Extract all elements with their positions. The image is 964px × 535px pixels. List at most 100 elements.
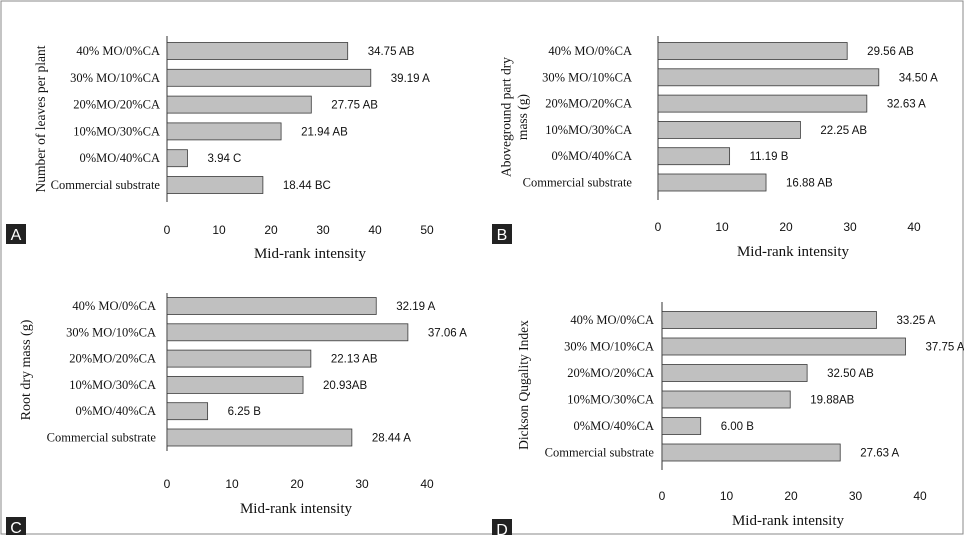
data-label: 11.19 B bbox=[750, 151, 789, 163]
bar bbox=[166, 402, 209, 421]
panel-label-text: A bbox=[11, 227, 22, 244]
category-label: 40% MO/0%CA bbox=[72, 299, 156, 313]
category-label: Commercial substrate bbox=[51, 178, 161, 192]
category-label: 0%MO/40%CA bbox=[79, 151, 160, 165]
data-label: 6.25 B bbox=[228, 406, 262, 418]
chart-panel-a: 40% MO/0%CA 34.75 AB 30% MO/10%CA 39.19 A 20… bbox=[6, 36, 434, 262]
data-label: 32.63 A bbox=[887, 99, 926, 111]
x-axis-label: Mid-rank intensity bbox=[254, 246, 367, 262]
panel-label-box bbox=[492, 224, 512, 244]
bar bbox=[166, 323, 409, 342]
category-label: Commercial substrate bbox=[47, 431, 157, 445]
data-label: 6.00 B bbox=[721, 421, 755, 433]
category-label: 40% MO/0%CA bbox=[570, 313, 654, 327]
panel-label: C bbox=[6, 517, 26, 535]
data-label: 28.44 A bbox=[372, 433, 411, 445]
bar bbox=[657, 173, 767, 192]
data-label: 16.88 AB bbox=[786, 178, 833, 190]
x-axis-label: Mid-rank intensity bbox=[732, 513, 845, 529]
data-label: 37.75 A bbox=[925, 342, 964, 354]
x-axis-label: Mid-rank intensity bbox=[737, 244, 850, 260]
bar bbox=[166, 428, 353, 447]
category-label: 30% MO/10%CA bbox=[542, 70, 632, 84]
data-label: 18.44 BC bbox=[283, 180, 331, 192]
x-tick-label: 40 bbox=[907, 220, 921, 234]
x-tick-label: 20 bbox=[290, 477, 304, 491]
data-label: 21.94 AB bbox=[301, 126, 348, 138]
category-label: 10%MO/30%CA bbox=[567, 393, 654, 407]
category-label: 10%MO/30%CA bbox=[69, 378, 156, 392]
panel-label: A bbox=[6, 224, 26, 244]
category-label: 20%MO/20%CA bbox=[567, 366, 654, 380]
x-tick-label: 0 bbox=[164, 223, 171, 237]
bar bbox=[166, 149, 188, 168]
panel-label-box bbox=[492, 519, 512, 535]
bar bbox=[166, 42, 349, 60]
bar bbox=[657, 121, 801, 139]
data-label: 33.25 A bbox=[896, 315, 935, 327]
category-label: Commercial substrate bbox=[545, 446, 655, 460]
panel-label-text: B bbox=[497, 227, 508, 244]
data-label: 22.25 AB bbox=[820, 125, 867, 137]
category-label: 40% MO/0%CA bbox=[548, 44, 632, 58]
x-tick-label: 50 bbox=[420, 223, 434, 237]
bar bbox=[661, 311, 877, 329]
bar bbox=[166, 297, 377, 315]
x-tick-label: 10 bbox=[212, 223, 226, 237]
data-label: 3.94 C bbox=[207, 153, 241, 165]
bar bbox=[166, 375, 304, 394]
bar bbox=[166, 122, 282, 141]
category-label: 20%MO/20%CA bbox=[73, 98, 160, 112]
x-tick-label: 20 bbox=[264, 223, 278, 237]
bar bbox=[661, 443, 841, 462]
bar bbox=[661, 417, 702, 435]
bar bbox=[166, 68, 372, 87]
category-label: 20%MO/20%CA bbox=[545, 97, 632, 111]
category-label: 10%MO/30%CA bbox=[545, 123, 632, 137]
bar bbox=[661, 337, 906, 356]
x-tick-label: 0 bbox=[164, 477, 171, 491]
panel-label-box bbox=[6, 224, 26, 244]
bar bbox=[661, 390, 791, 409]
data-label: 29.56 AB bbox=[867, 46, 914, 58]
x-tick-label: 30 bbox=[849, 489, 863, 503]
x-tick-label: 20 bbox=[779, 220, 793, 234]
bar bbox=[657, 147, 731, 166]
chart-panel-b: 40% MO/0%CA 29.56 AB 30% MO/10%CA 34.50 A 20… bbox=[492, 36, 938, 260]
data-label: 27.75 AB bbox=[331, 100, 378, 112]
panel-label: B bbox=[492, 224, 512, 244]
data-label: 34.75 AB bbox=[368, 46, 415, 58]
chart-panel-c: 40% MO/0%CA 32.19 A 30% MO/10%CA 37.06 A 20%… bbox=[6, 293, 467, 535]
x-tick-label: 30 bbox=[843, 220, 857, 234]
chart-panel-d: 40% MO/0%CA 33.25 A 30% MO/10%CA 37.75 A 20%… bbox=[492, 302, 964, 535]
data-label: 20.93AB bbox=[323, 380, 367, 392]
panel-label-text: C bbox=[10, 520, 22, 535]
panel-label-text: D bbox=[496, 522, 508, 535]
y-axis-label: Number of leaves per plant bbox=[33, 45, 48, 192]
category-label: 0%MO/40%CA bbox=[573, 419, 654, 433]
x-tick-label: 10 bbox=[720, 489, 734, 503]
data-label: 32.19 A bbox=[396, 301, 435, 313]
category-label: 30% MO/10%CA bbox=[564, 340, 654, 354]
data-label: 34.50 A bbox=[899, 72, 938, 84]
x-tick-label: 0 bbox=[659, 489, 666, 503]
data-label: 32.50 AB bbox=[827, 368, 874, 380]
bar bbox=[166, 349, 312, 368]
y-axis-label: Root dry mass (g) bbox=[19, 319, 34, 420]
data-label: 19.88AB bbox=[810, 395, 854, 407]
x-tick-label: 30 bbox=[355, 477, 369, 491]
x-tick-label: 10 bbox=[715, 220, 729, 234]
x-tick-label: 40 bbox=[420, 477, 434, 491]
category-label: 40% MO/0%CA bbox=[76, 44, 160, 58]
panel-label: D bbox=[492, 519, 512, 535]
x-tick-label: 20 bbox=[784, 489, 798, 503]
category-label: 0%MO/40%CA bbox=[551, 149, 632, 163]
category-label: 10%MO/30%CA bbox=[73, 124, 160, 138]
category-label: 30% MO/10%CA bbox=[70, 71, 160, 85]
bar bbox=[657, 94, 868, 113]
x-tick-label: 40 bbox=[913, 489, 927, 503]
data-label: 27.63 A bbox=[860, 448, 899, 460]
y-axis-label: Dickson Qugality Index bbox=[516, 320, 531, 450]
data-label: 39.19 A bbox=[391, 73, 430, 85]
